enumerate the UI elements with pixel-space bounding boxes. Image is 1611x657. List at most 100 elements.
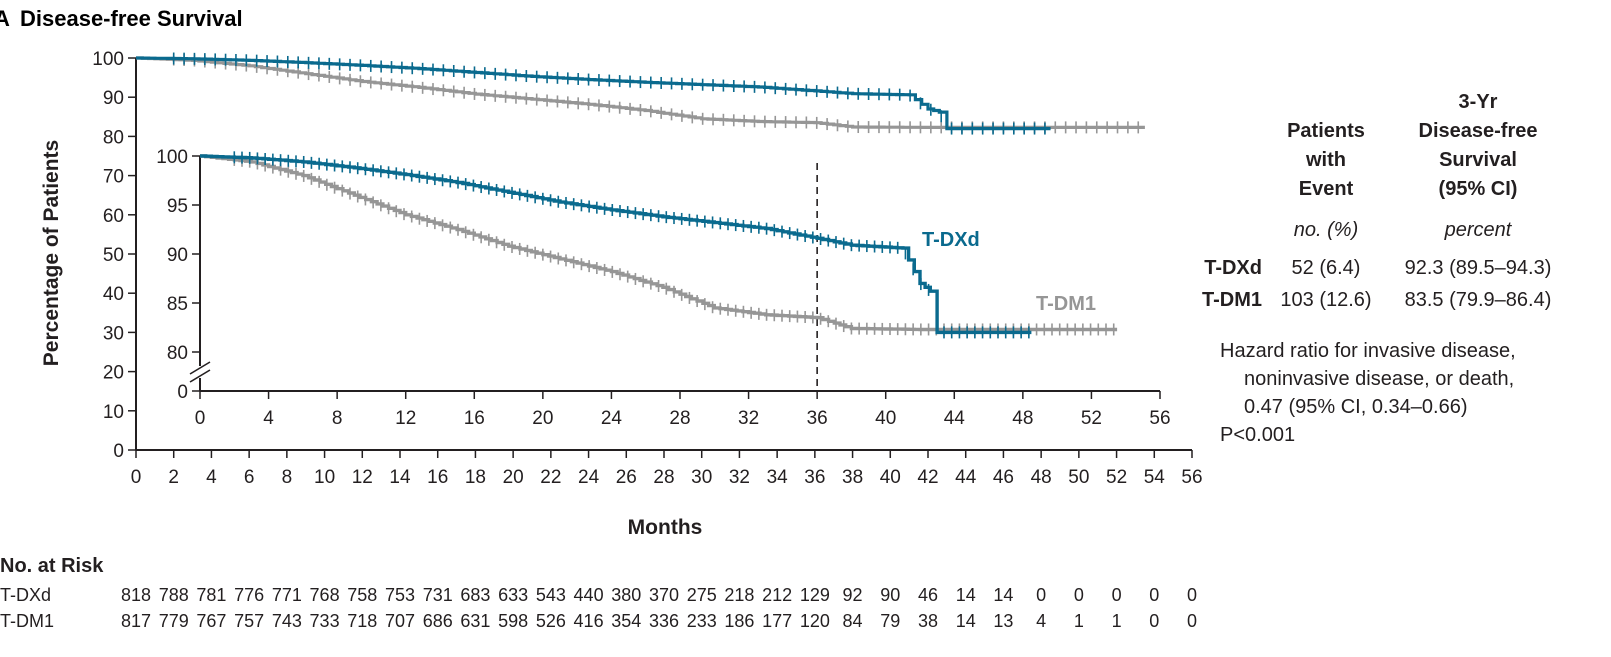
chart-title: Disease-free Survival: [20, 6, 243, 31]
risk-value: 186: [724, 611, 754, 631]
table-row-dfs: 83.5 (79.9–86.4): [1405, 289, 1552, 311]
risk-value: 46: [918, 585, 938, 605]
risk-value: 753: [385, 585, 415, 605]
table-unit-events: no. (%): [1294, 219, 1358, 241]
table-row-name: T-DM1: [1202, 289, 1262, 311]
inset-x-tick-label: 44: [944, 408, 966, 429]
risk-value: 13: [993, 611, 1013, 631]
risk-value: 0: [1074, 585, 1084, 605]
risk-value: 14: [956, 585, 976, 605]
risk-table: No. at Risk T-DXd 818 788 781 776 771 768 758 753…: [0, 555, 1197, 631]
risk-value: 79: [880, 611, 900, 631]
risk-value: 733: [310, 611, 340, 631]
risk-value: 336: [649, 611, 679, 631]
risk-value: 218: [724, 585, 754, 605]
risk-value: 120: [800, 611, 830, 631]
x-tick-label: 16: [427, 467, 448, 488]
risk-value: 631: [460, 611, 490, 631]
t-dm1-series-label: T-DM1: [1036, 293, 1096, 315]
risk-value: 707: [385, 611, 415, 631]
t-dxd-main-curve: [136, 56, 1051, 131]
inset-x-tick-label: 56: [1149, 408, 1170, 429]
risk-value: 686: [423, 611, 453, 631]
risk-value: 758: [347, 585, 377, 605]
risk-value: 817: [121, 611, 151, 631]
risk-value: 779: [159, 611, 189, 631]
x-tick-label: 20: [503, 467, 524, 488]
risk-value: 743: [272, 611, 302, 631]
risk-value: 788: [159, 585, 189, 605]
x-tick-label: 12: [352, 467, 373, 488]
t-dxd-inset-curve: [200, 154, 1032, 335]
t-dxd-series-label: T-DXd: [922, 229, 980, 251]
risk-value: 275: [687, 585, 717, 605]
inset-y-zero-label: 0: [177, 382, 188, 403]
hazard-ratio-line: noninvasive disease, or death,: [1244, 368, 1514, 390]
inset-x-tick-label: 16: [464, 408, 485, 429]
risk-value: 1: [1112, 611, 1122, 631]
risk-value: 757: [234, 611, 264, 631]
inset-x-tick-label: 24: [601, 408, 623, 429]
inset-x-tick-label: 36: [807, 408, 828, 429]
y-tick-label: 10: [103, 402, 124, 423]
risk-value: 526: [536, 611, 566, 631]
x-tick-label: 50: [1068, 467, 1089, 488]
risk-value: 818: [121, 585, 151, 605]
x-tick-label: 42: [917, 467, 938, 488]
t-dm1-main-curve: [136, 56, 1145, 129]
table-row-events: 103 (12.6): [1280, 289, 1371, 311]
inset-y-tick-label: 90: [167, 245, 188, 266]
risk-value: 177: [762, 611, 792, 631]
y-tick-label: 100: [92, 49, 124, 70]
x-tick-label: 0: [131, 467, 142, 488]
x-tick-label: 2: [168, 467, 179, 488]
inset-x-tick-label: 0: [195, 408, 206, 429]
risk-value: 718: [347, 611, 377, 631]
x-tick-label: 52: [1106, 467, 1127, 488]
y-tick-label: 30: [103, 323, 124, 344]
x-tick-label: 56: [1181, 467, 1202, 488]
risk-value: 4: [1036, 611, 1046, 631]
x-tick-label: 44: [955, 467, 977, 488]
risk-value: 0: [1149, 611, 1159, 631]
x-tick-label: 54: [1144, 467, 1166, 488]
risk-table-title: No. at Risk: [0, 555, 104, 577]
risk-value: 0: [1187, 585, 1197, 605]
risk-value: 233: [687, 611, 717, 631]
risk-value: 771: [272, 585, 302, 605]
risk-value: 767: [196, 611, 226, 631]
inset-y-tick-label: 100: [156, 147, 188, 168]
y-tick-label: 0: [113, 441, 124, 462]
inset-x-tick-label: 40: [875, 408, 896, 429]
table-header-events: Event: [1299, 178, 1354, 200]
table-row-dfs: 92.3 (89.5–94.3): [1405, 257, 1552, 279]
risk-value: 1: [1074, 611, 1084, 631]
axis-break-mark: [189, 369, 211, 383]
y-tick-label: 20: [103, 363, 124, 384]
table-row-name: T-DXd: [1204, 257, 1262, 279]
table-header-dfs: 3-Yr: [1459, 91, 1498, 113]
stats-table: 3-Yr Disease-free Survival (95% CI) Patients…: [1202, 91, 1551, 311]
x-tick-label: 36: [804, 467, 825, 488]
risk-row-name: T-DM1: [0, 611, 54, 631]
x-tick-label: 48: [1031, 467, 1052, 488]
risk-row-name: T-DXd: [0, 585, 51, 605]
risk-value: 0: [1112, 585, 1122, 605]
inset-x-tick-label: 52: [1081, 408, 1102, 429]
risk-value: 354: [611, 611, 641, 631]
risk-value: 0: [1187, 611, 1197, 631]
y-axis-label: Percentage of Patients: [40, 140, 63, 366]
risk-value: 92: [843, 585, 863, 605]
inset-x-tick-label: 48: [1012, 408, 1033, 429]
x-tick-label: 14: [389, 467, 411, 488]
y-tick-label: 90: [103, 88, 124, 109]
risk-value: 129: [800, 585, 830, 605]
risk-value: 683: [460, 585, 490, 605]
table-header-dfs: Disease-free: [1419, 120, 1538, 142]
inset-x-tick-label: 32: [738, 408, 759, 429]
x-tick-label: 6: [244, 467, 255, 488]
table-header-events: Patients: [1287, 120, 1365, 142]
